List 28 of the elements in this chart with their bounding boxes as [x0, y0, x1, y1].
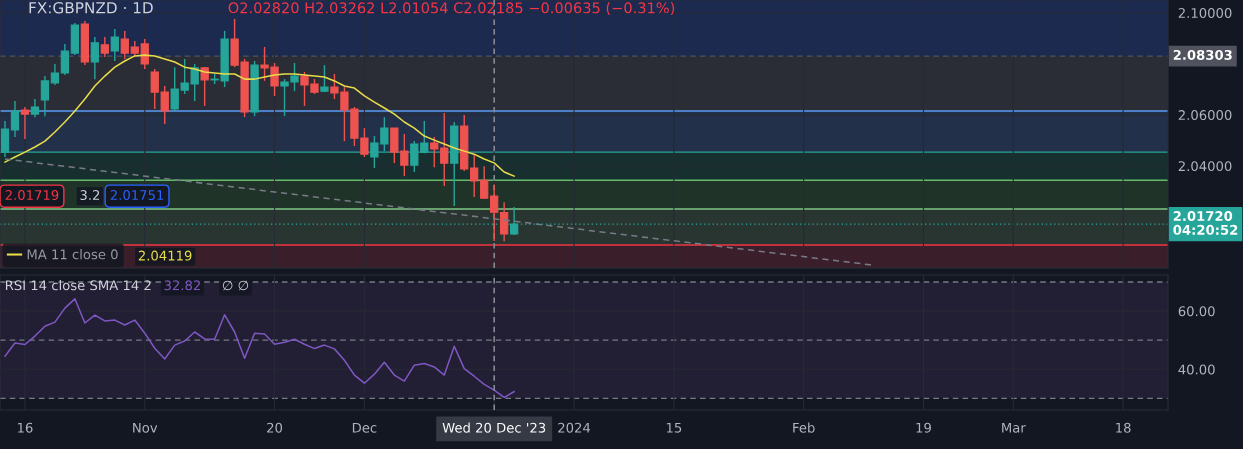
x-tick-label: Wed 20 Dec '23 [442, 422, 546, 433]
legend-label: MA 11 close 0 [27, 249, 118, 260]
x-tick-label: 20 [267, 422, 283, 433]
annotation: 32.82 [164, 280, 200, 291]
x-tick-label: Mar [1002, 422, 1026, 433]
ref-line-label: 2.08303 [1173, 49, 1232, 60]
annotation: 2.01751 [110, 190, 164, 201]
annotation: 3.2 [80, 190, 100, 201]
x-tick-label: 15 [666, 422, 682, 433]
x-tick-label: 2024 [558, 422, 591, 433]
chart-title: FX:GBPNZD · 1D [29, 1, 153, 14]
x-tick-label: 16 [18, 422, 33, 433]
x-tick-label: 18 [1116, 422, 1131, 433]
x-tick-label: Dec [352, 422, 377, 433]
annotation: 2.01719 [5, 190, 59, 201]
x-tick-label: Feb [793, 422, 815, 433]
ref-line-label: 2.01720 04:20:52 [1173, 211, 1238, 235]
y-tick-label: 60.00 [1178, 306, 1215, 317]
x-tick-label: Nov [133, 422, 158, 433]
chart-title: RSI 14 close SMA 14 2 [5, 280, 151, 291]
chart-subtitle: O2.02820 H2.03262 L2.01054 C2.02185 −0.00635 (−0.31%) [228, 2, 675, 16]
annotation: ∅ ∅ [222, 280, 249, 291]
x-tick-label: 19 [916, 422, 931, 433]
y-tick-label: 40.00 [1178, 364, 1215, 375]
y-tick-label: 2.04000 [1178, 161, 1232, 172]
y-tick-label: 2.06000 [1178, 110, 1232, 121]
annotation: 2.04119 [138, 250, 192, 261]
y-tick-label: 2.10000 [1178, 7, 1232, 18]
